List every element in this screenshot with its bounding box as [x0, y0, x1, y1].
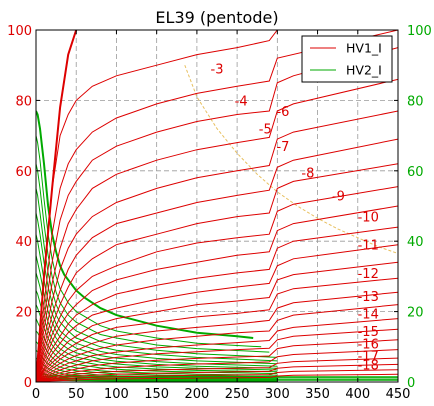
y-tick-label-left: 20 [15, 306, 32, 321]
y-tick-label-left: 100 [7, 24, 32, 39]
x-tick-label: 450 [386, 387, 411, 402]
hv1-curve [36, 369, 398, 382]
y-tick-label-right: 0 [407, 376, 415, 391]
hv1-curve [36, 78, 398, 382]
y-tick-label-right: 60 [407, 165, 424, 180]
dissipation-curve [184, 65, 398, 254]
hv1-curve [36, 339, 398, 382]
x-tick-label: 250 [225, 387, 250, 402]
grid-voltage-label: -18 [358, 358, 379, 373]
grid-voltage-label: -13 [358, 290, 379, 305]
legend-label-hv1: HV1_I [346, 41, 382, 56]
x-axis-ticks: 0 50 100 150 200 250 300 350 400 450 [32, 30, 411, 402]
x-tick-label: 0 [32, 387, 40, 402]
grid-voltage-label: -12 [358, 267, 379, 282]
hv1-curve [36, 205, 398, 382]
hv1-curve [36, 318, 398, 382]
hv1-curve [36, 30, 398, 382]
hv1-curve [36, 30, 398, 382]
y-tick-label-right: 40 [407, 235, 424, 250]
y-tick-label-right: 100 [407, 24, 432, 39]
hv2-curve [36, 110, 254, 339]
plot-frame [35, 29, 399, 383]
legend: HV1_I HV2_I [301, 35, 393, 83]
hv2-curve [36, 135, 262, 348]
hv1-curve [36, 47, 398, 382]
grid-voltage-label: -6 [276, 105, 289, 120]
grid-voltage-label: -4 [235, 94, 248, 109]
hv1-curve [36, 163, 398, 382]
hv2-curve [36, 188, 278, 358]
grid-voltage-label: -10 [358, 211, 379, 226]
grid-voltage-label: -8 [301, 167, 314, 182]
hv1-curve [36, 328, 398, 382]
grid-voltage-label: -17 [358, 350, 379, 365]
grid-voltage-label: -14 [358, 307, 379, 322]
grid-lines [36, 30, 398, 382]
hv1-curve [36, 226, 398, 382]
y-tick-label-left: 80 [15, 94, 32, 109]
x-tick-label: 400 [345, 387, 370, 402]
grid-voltage-label: -16 [358, 337, 379, 352]
x-tick-label: 350 [305, 387, 330, 402]
grid-voltage-label: -3 [211, 63, 224, 78]
hv1-series-group [36, 30, 398, 382]
dissipation-curve-group [184, 65, 398, 254]
hv1-curve [36, 277, 398, 382]
grid-voltage-label: -15 [358, 325, 379, 340]
grid-voltage-label: -7 [276, 140, 289, 155]
x-tick-label: 150 [144, 387, 169, 402]
y-tick-label-left: 0 [24, 376, 32, 391]
y-tick-label-right: 80 [407, 94, 424, 109]
hv2-curve [36, 234, 278, 365]
y-axis-right-ticks: 0 20 40 60 80 100 [394, 24, 432, 391]
hv1-curve [36, 261, 398, 382]
hv1-curve [36, 357, 398, 382]
hv2-curve [36, 163, 270, 353]
hv1-curve [36, 110, 398, 382]
x-tick-label: 200 [184, 387, 209, 402]
hv1-curve [36, 244, 398, 382]
y-tick-label-left: 40 [15, 235, 32, 250]
hv1-curve [36, 363, 398, 382]
chart-title: EL39 (pentode) [155, 8, 278, 27]
hv1-curve [36, 186, 398, 382]
grid-voltage-label: -9 [332, 189, 345, 204]
grid-voltage-label: -5 [259, 123, 272, 138]
x-tick-label: 100 [104, 387, 129, 402]
hv1-curve [36, 304, 398, 382]
annotation-group: -3 -4 -5 -6 -7 -8 -9 -10 -11 -12 -13 -14 -15-16-17-1… [211, 63, 379, 374]
hv1-curve [36, 291, 398, 382]
hv1-curve [36, 349, 398, 382]
x-tick-label: 50 [68, 387, 85, 402]
hv2-curve [36, 212, 278, 362]
x-tick-label: 300 [265, 387, 290, 402]
legend-box [301, 35, 393, 83]
legend-label-hv2: HV2_I [346, 63, 382, 78]
y-tick-label-right: 20 [407, 306, 424, 321]
y-axis-left-ticks: 0 20 40 60 80 100 [7, 24, 40, 391]
hv1-curve [36, 138, 398, 382]
grid-voltage-label: -11 [358, 239, 379, 254]
hv2-curve [36, 255, 278, 367]
y-tick-label-left: 60 [15, 165, 32, 180]
